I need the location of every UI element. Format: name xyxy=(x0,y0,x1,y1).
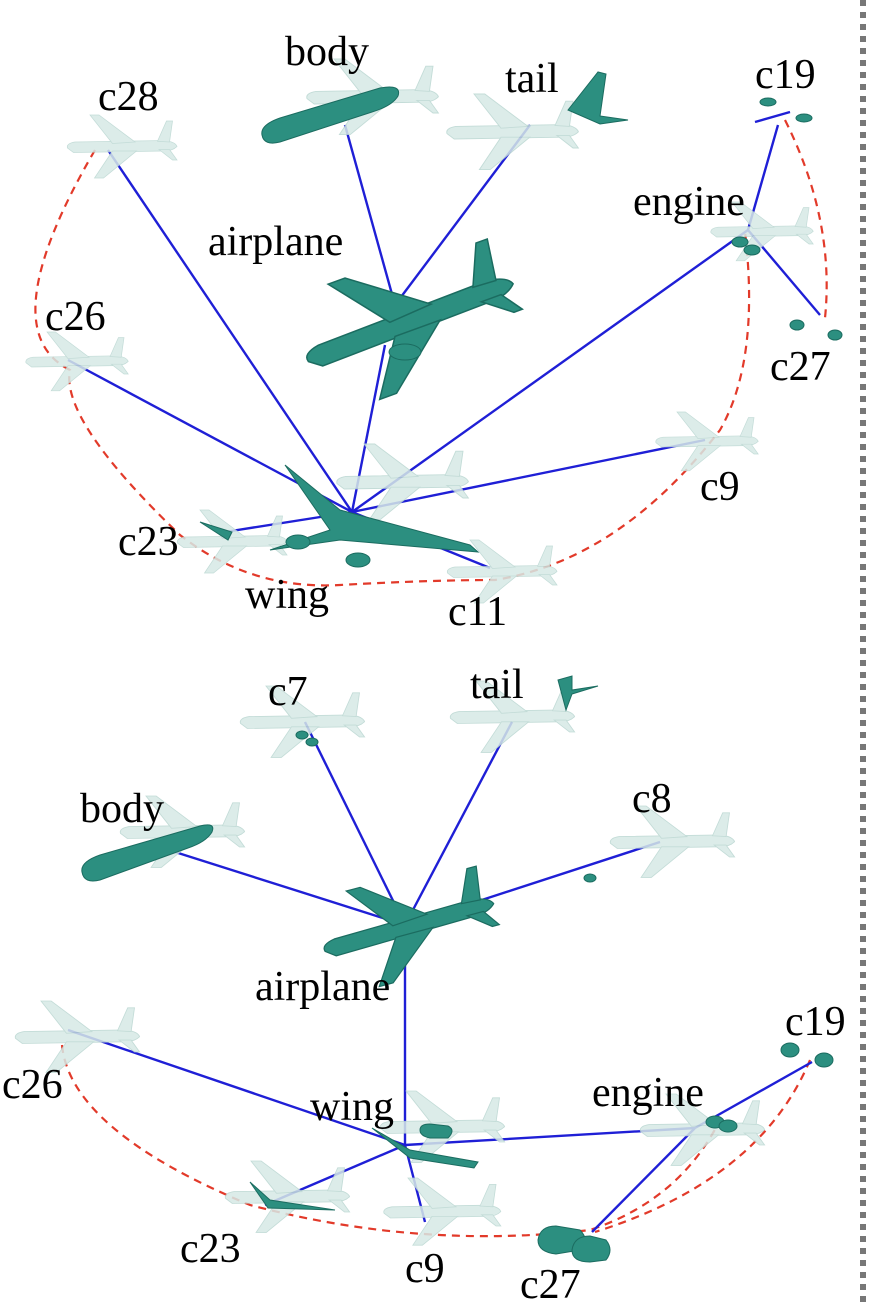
top-label-tail: tail xyxy=(505,56,559,102)
bottom-label-c19: c19 xyxy=(785,999,846,1045)
bottom-c7-part-icon xyxy=(295,730,319,747)
bottom-label-airplane: airplane xyxy=(255,964,390,1010)
bottom-c27-part-icon xyxy=(537,1225,611,1263)
top-label-c27: c27 xyxy=(770,344,831,390)
top-airplane-root-icon xyxy=(284,223,536,419)
top-engine-part-icon xyxy=(731,236,761,256)
bottom-label-c23: c23 xyxy=(180,1226,241,1272)
bottom-label-wing: wing xyxy=(310,1084,394,1130)
top-dashed-arc-left xyxy=(34,149,751,587)
bottom-label-c7: c7 xyxy=(268,669,308,715)
top-label-c23: c23 xyxy=(118,519,179,565)
top-body-part-icon xyxy=(261,86,400,144)
bottom-engine-part-icon xyxy=(705,1115,738,1133)
bottom-label-tail: tail xyxy=(470,662,524,708)
top-c19-part-icon xyxy=(759,97,813,123)
bottom-body-part-icon xyxy=(81,824,214,882)
bottom-label-body: body xyxy=(80,786,164,832)
bottom-tree: c7 tail body c8 airplane c19 c26 engine … xyxy=(2,662,846,1304)
bottom-label-engine: engine xyxy=(592,1070,704,1116)
bottom-label-c8: c8 xyxy=(632,776,672,822)
top-label-c26: c26 xyxy=(45,294,106,340)
bottom-c8-part-icon xyxy=(583,873,597,883)
bottom-tail-part-icon xyxy=(557,675,599,712)
top-label-c28: c28 xyxy=(98,74,159,120)
top-tail-part-icon xyxy=(567,71,629,125)
top-label-c9: c9 xyxy=(700,464,740,510)
bottom-wing-part-icon xyxy=(249,1123,479,1211)
bottom-dashed-arc-right xyxy=(594,1059,812,1234)
top-c27-part-icon xyxy=(789,319,843,341)
bottom-label-c27: c27 xyxy=(520,1262,581,1304)
bottom-dashed-arc xyxy=(60,1044,721,1238)
top-label-airplane: airplane xyxy=(208,219,343,265)
top-label-c11: c11 xyxy=(448,589,507,635)
bottom-label-c9: c9 xyxy=(405,1246,445,1292)
top-label-body: body xyxy=(285,29,369,75)
top-dashed-arc-right xyxy=(784,119,828,319)
top-label-wing: wing xyxy=(245,572,329,618)
bottom-c19-part-icon xyxy=(780,1042,834,1068)
top-label-c19: c19 xyxy=(755,52,816,98)
top-wing-part-icon xyxy=(199,464,480,568)
bottom-label-c26: c26 xyxy=(2,1062,63,1108)
top-tree: body tail c19 c28 engine airplane c26 c2… xyxy=(25,29,843,635)
top-label-engine: engine xyxy=(633,179,745,225)
